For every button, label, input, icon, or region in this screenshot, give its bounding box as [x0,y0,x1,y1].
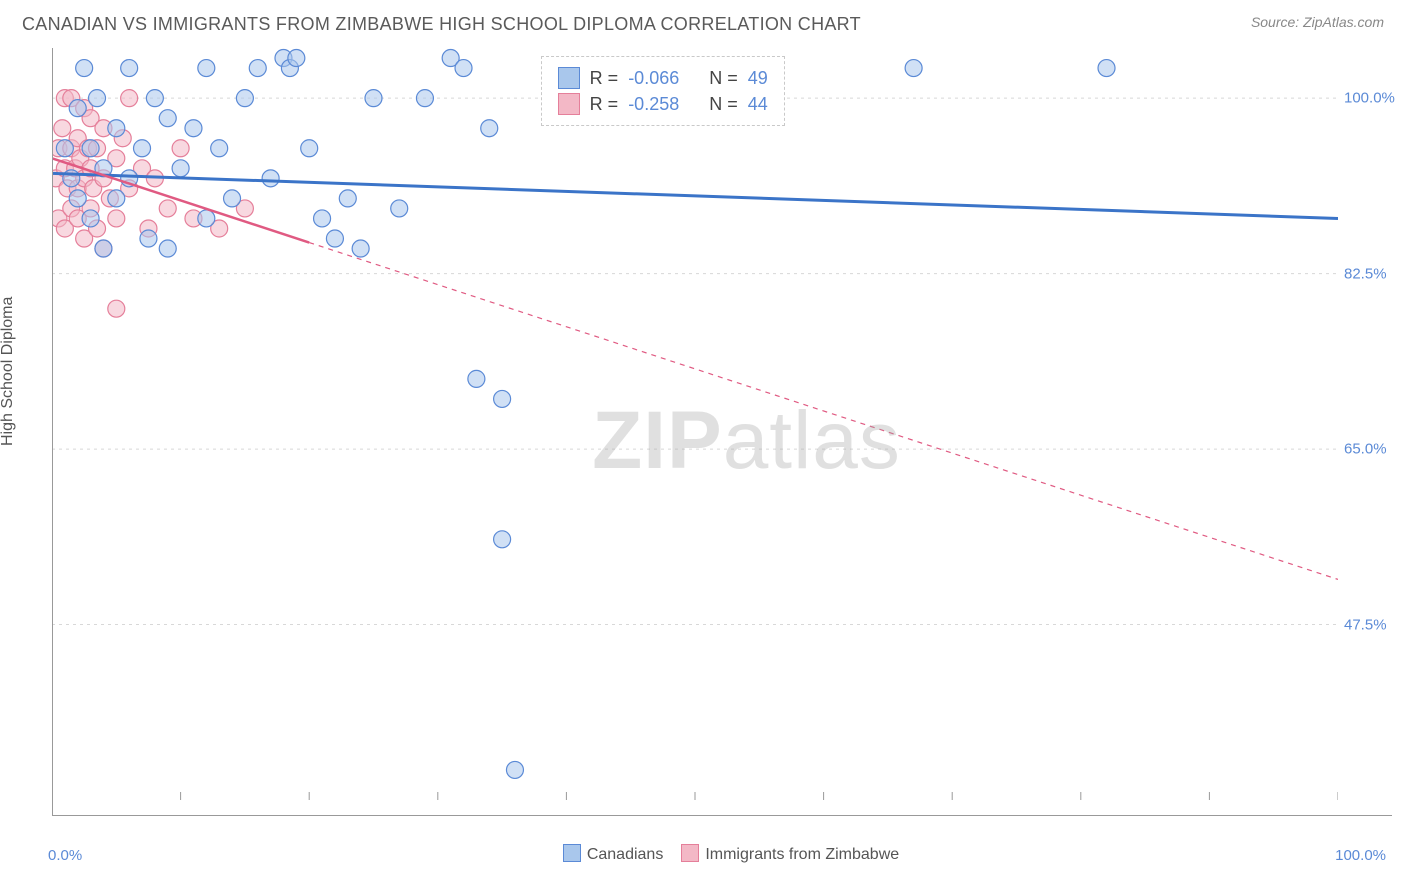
legend-swatch [558,93,580,115]
y-tick-label: 65.0% [1344,441,1392,458]
legend-r-label: R = [590,68,619,89]
series-legend: Canadians Immigrants from Zimbabwe [52,844,1392,864]
legend-n-label: N = [709,68,738,89]
legend-n-value: 44 [748,94,768,115]
y-tick-label: 82.5% [1344,265,1392,282]
stats-legend: R = -0.066 N = 49 R = -0.258 N = 44 [541,56,785,126]
legend-row: R = -0.066 N = 49 [558,65,768,91]
legend-r-label: R = [590,94,619,115]
series-name: Canadians [587,846,664,863]
y-tick-label: 100.0% [1344,90,1392,107]
legend-swatch [558,67,580,89]
source-label: Source: [1251,14,1299,30]
source-link[interactable]: ZipAtlas.com [1303,14,1384,30]
source-attribution: Source: ZipAtlas.com [1251,14,1384,30]
legend-row: R = -0.258 N = 44 [558,91,768,117]
plot-area: ZIPatlas R = -0.066 N = 49 R = -0.258 N … [52,48,1392,816]
legend-swatch [681,844,699,862]
legend-r-value: -0.258 [628,94,679,115]
legend-n-label: N = [709,94,738,115]
legend-r-value: -0.066 [628,68,679,89]
legend-swatch [563,844,581,862]
legend-n-value: 49 [748,68,768,89]
y-tick-label: 47.5% [1344,616,1392,633]
series-name: Immigrants from Zimbabwe [705,846,899,863]
plot-border [52,48,1392,816]
y-axis-label: High School Diploma [0,297,17,446]
chart-title: CANADIAN VS IMMIGRANTS FROM ZIMBABWE HIG… [22,14,861,35]
